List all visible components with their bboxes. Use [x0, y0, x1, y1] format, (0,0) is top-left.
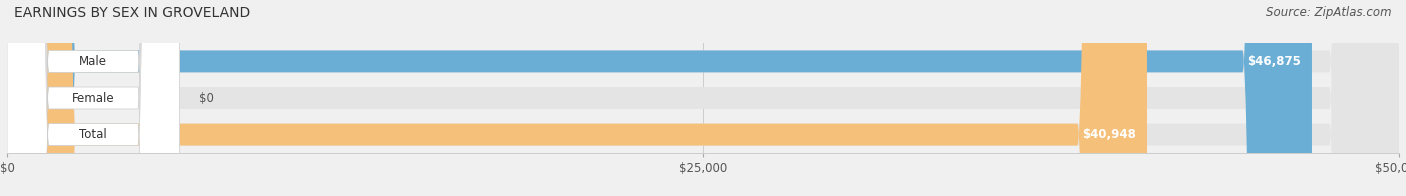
- Text: $40,948: $40,948: [1083, 128, 1136, 141]
- Text: $46,875: $46,875: [1247, 55, 1301, 68]
- Text: Male: Male: [79, 55, 107, 68]
- FancyBboxPatch shape: [7, 0, 1312, 196]
- FancyBboxPatch shape: [7, 0, 1147, 196]
- FancyBboxPatch shape: [7, 0, 1399, 196]
- FancyBboxPatch shape: [7, 0, 180, 196]
- Text: EARNINGS BY SEX IN GROVELAND: EARNINGS BY SEX IN GROVELAND: [14, 6, 250, 20]
- FancyBboxPatch shape: [7, 0, 1399, 196]
- FancyBboxPatch shape: [7, 0, 180, 196]
- Text: Female: Female: [72, 92, 115, 104]
- Text: Source: ZipAtlas.com: Source: ZipAtlas.com: [1267, 6, 1392, 19]
- Text: $0: $0: [200, 92, 214, 104]
- FancyBboxPatch shape: [7, 0, 1399, 196]
- Text: Total: Total: [80, 128, 107, 141]
- FancyBboxPatch shape: [7, 0, 180, 196]
